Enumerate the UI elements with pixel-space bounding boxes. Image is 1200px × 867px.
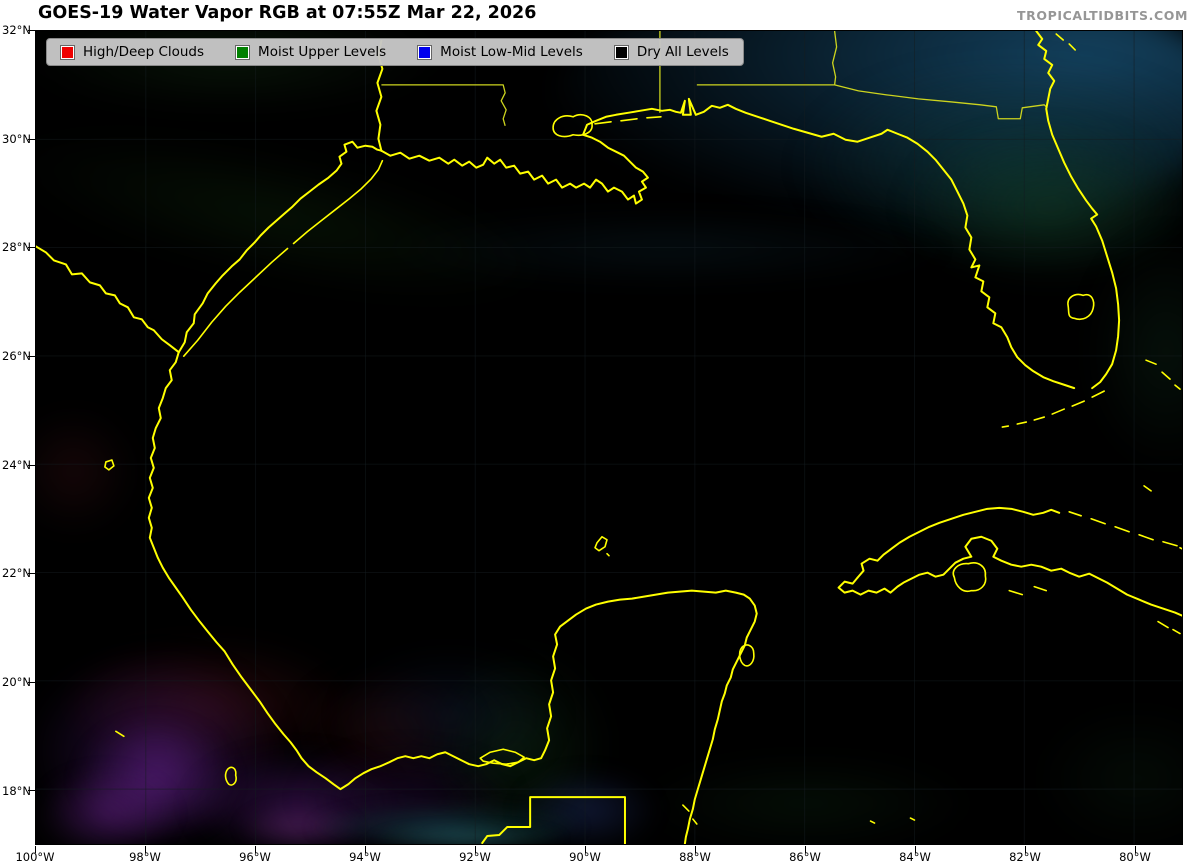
lat-tick <box>28 30 35 32</box>
lon-tick <box>695 846 697 853</box>
florida-atlantic-coast <box>1035 31 1121 390</box>
lon-tick <box>145 846 147 853</box>
cozumel-island <box>738 644 755 667</box>
legend-label: Moist Upper Levels <box>258 44 387 60</box>
legend: High/Deep Clouds Moist Upper Levels Mois… <box>46 38 744 66</box>
satellite-map: High/Deep Clouds Moist Upper Levels Mois… <box>35 30 1183 845</box>
lon-tick <box>35 846 37 853</box>
graticule <box>36 31 1182 844</box>
legend-item-moist-lowmid: Moist Low-Mid Levels <box>418 44 583 60</box>
cuba-south-cays <box>1008 585 1181 635</box>
legend-swatch-black <box>614 45 628 59</box>
lon-label: 84°W <box>899 850 931 864</box>
legend-item-moist-upper: Moist Upper Levels <box>236 44 386 60</box>
lat-label: 22°N <box>2 566 31 580</box>
lat-label: 18°N <box>2 784 31 798</box>
quintana-roo-cays <box>682 804 698 825</box>
lon-label: 86°W <box>789 850 821 864</box>
georgia-sea-islands <box>1055 33 1076 51</box>
mexico-yucatan-coast <box>147 351 758 844</box>
lat-tick <box>28 356 35 358</box>
lon-label: 94°W <box>349 850 381 864</box>
lon-tick <box>475 846 477 853</box>
lon-label: 92°W <box>459 850 491 864</box>
coastline-layer <box>36 31 1182 844</box>
lat-tick <box>28 139 35 141</box>
texas-barrier-islands <box>182 159 384 357</box>
lon-tick <box>915 846 917 853</box>
coastlines <box>36 31 1182 844</box>
lon-tick <box>1135 846 1137 853</box>
lat-label: 24°N <box>2 458 31 472</box>
rio-grande-river <box>36 245 180 354</box>
page-title: GOES-19 Water Vapor RGB at 07:55Z Mar 22… <box>38 3 537 23</box>
lon-label: 80°W <box>1119 850 1151 864</box>
lon-tick <box>255 846 257 853</box>
alacranes-reef <box>594 535 610 557</box>
lake-pontchartrain <box>552 114 593 138</box>
mississippi-sound-islands <box>594 115 662 125</box>
lon-label: 96°W <box>239 850 271 864</box>
lon-label: 98°W <box>129 850 161 864</box>
legend-label: High/Deep Clouds <box>83 44 205 60</box>
lat-label: 30°N <box>2 132 31 146</box>
legend-item-high-deep-clouds: High/Deep Clouds <box>61 44 204 60</box>
watermark: TROPICALTIDBITS.COM <box>1017 8 1188 23</box>
legend-item-dry: Dry All Levels <box>614 44 729 60</box>
cuba-south-coast <box>837 535 1182 617</box>
lat-label: 20°N <box>2 675 31 689</box>
gulf-coast-la-to-florida <box>380 97 1076 390</box>
lon-label: 88°W <box>679 850 711 864</box>
lon-label: 82°W <box>1009 850 1041 864</box>
lat-tick <box>28 682 35 684</box>
lon-label: 90°W <box>569 850 601 864</box>
lon-tick <box>585 846 587 853</box>
legend-swatch-green <box>236 45 250 59</box>
lon-tick <box>1025 846 1027 853</box>
lon-label: 100°W <box>15 850 55 864</box>
isla-de-la-juventud <box>952 562 987 593</box>
lon-tick <box>365 846 367 853</box>
lon-tick <box>805 846 807 853</box>
legend-label: Moist Low-Mid Levels <box>440 44 583 60</box>
cuba-north-coast <box>856 506 1061 579</box>
lat-label: 26°N <box>2 349 31 363</box>
legend-label: Dry All Levels <box>636 44 729 60</box>
lat-label: 28°N <box>2 240 31 254</box>
lat-label: 32°N <box>2 23 31 37</box>
small-mexican-lagoons <box>104 459 916 824</box>
texas-coast <box>177 140 383 354</box>
lat-tick <box>28 247 35 249</box>
bahamas-banks <box>1143 359 1181 492</box>
florida-keys <box>1001 390 1105 428</box>
lake-okeechobee <box>1067 293 1095 321</box>
cuba-north-cays <box>1068 511 1182 550</box>
lat-tick <box>28 465 35 467</box>
lat-tick <box>28 573 35 575</box>
belize-guatemala-border <box>481 796 626 844</box>
legend-swatch-red <box>61 45 74 59</box>
lat-tick <box>28 790 35 792</box>
laguna-de-terminos <box>479 748 525 765</box>
legend-swatch-blue <box>418 45 432 59</box>
